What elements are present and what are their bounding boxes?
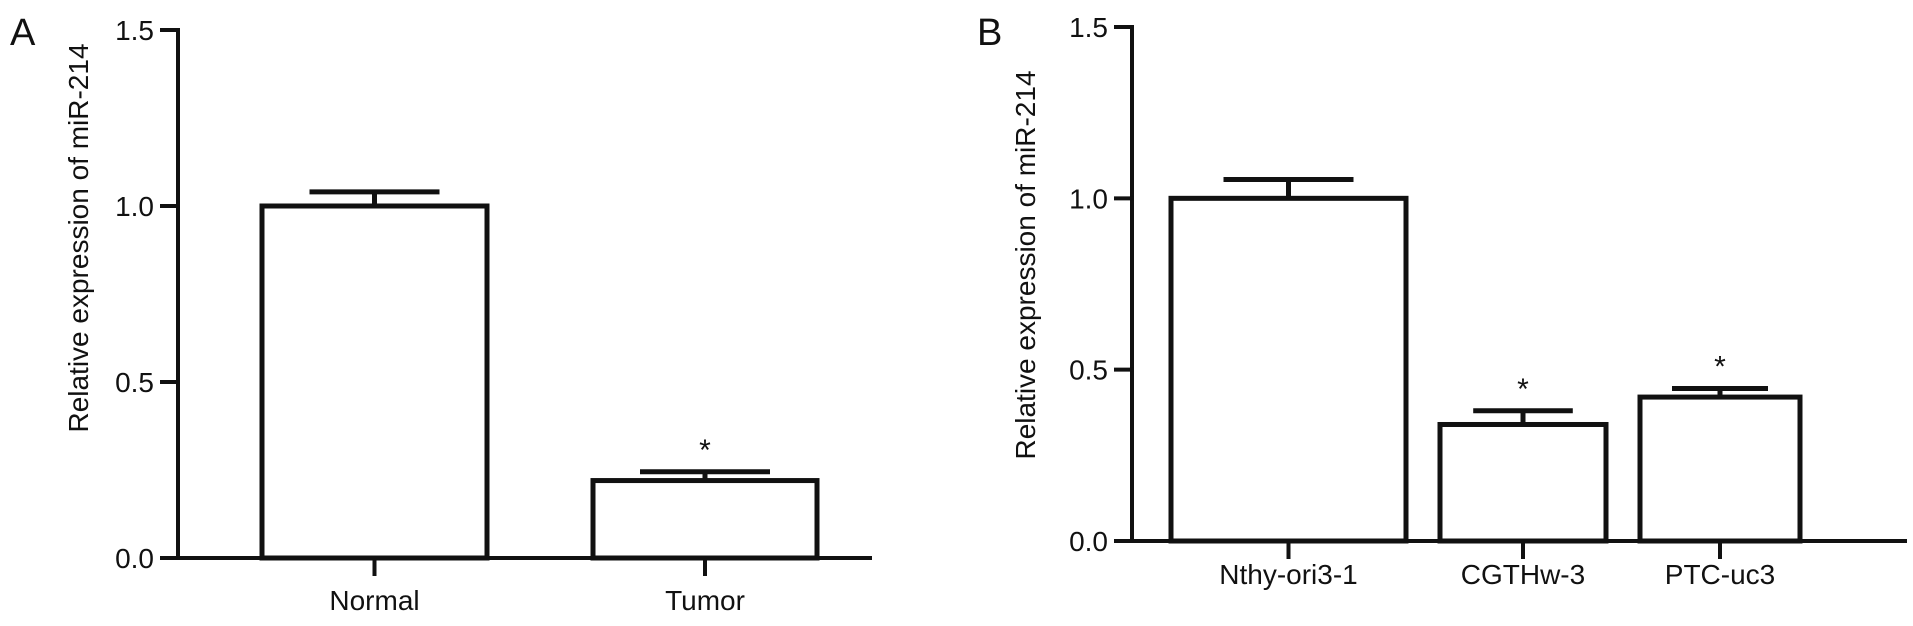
category-label-b: PTC-uc3 xyxy=(1665,559,1775,590)
category-label-a: Tumor xyxy=(665,585,745,616)
y-tick-label-b: 1.5 xyxy=(1069,12,1108,43)
y-tick-label-a: 0.0 xyxy=(115,543,154,574)
category-label-b: Nthy-ori3-1 xyxy=(1219,559,1357,590)
significance-mark-b: * xyxy=(1517,373,1529,406)
category-label-b: CGTHw-3 xyxy=(1461,559,1585,590)
category-label-a: Normal xyxy=(329,585,419,616)
bar-a xyxy=(590,478,820,561)
bar-b xyxy=(1637,394,1803,544)
y-tick-label-a: 1.5 xyxy=(115,15,154,46)
bar-b xyxy=(1437,421,1609,544)
bar-b xyxy=(1168,195,1409,544)
significance-mark-a: * xyxy=(699,434,711,467)
y-tick-label-a: 1.0 xyxy=(115,191,154,222)
panel-a-chart: A Relative expression of miR-214 0.0 0.5 1… xyxy=(10,12,872,616)
y-axis-label-b: Relative expression of miR-214 xyxy=(1010,70,1041,459)
panel-label-a: A xyxy=(10,12,36,54)
bar-a xyxy=(259,203,490,561)
y-axis-label-a: Relative expression of miR-214 xyxy=(63,43,94,432)
y-tick-label-b: 1.0 xyxy=(1069,183,1108,214)
y-tick-label-b: 0.0 xyxy=(1069,526,1108,557)
y-tick-label-b: 0.5 xyxy=(1069,355,1108,386)
panel-label-b: B xyxy=(977,12,1002,54)
panel-b-chart: B Relative expression of miR-214 0.0 0.5 1… xyxy=(977,12,1907,590)
y-tick-label-a: 0.5 xyxy=(115,367,154,398)
significance-mark-b: * xyxy=(1714,351,1726,384)
